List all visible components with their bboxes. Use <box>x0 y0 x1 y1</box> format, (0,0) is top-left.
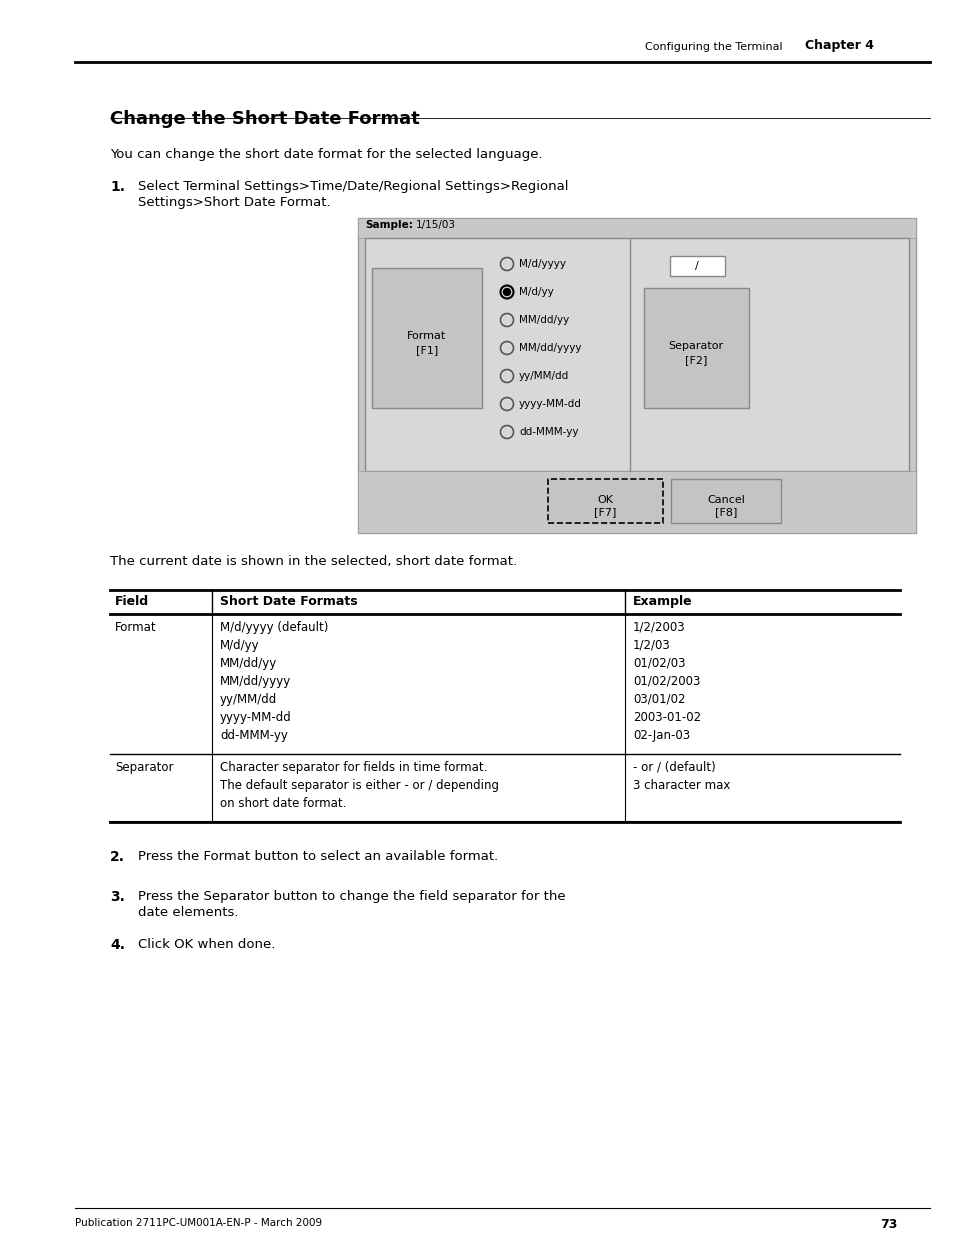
Text: 1/15/03: 1/15/03 <box>416 220 456 230</box>
Text: [F8]: [F8] <box>714 508 737 517</box>
Text: Press the Format button to select an available format.: Press the Format button to select an ava… <box>138 850 497 863</box>
Text: yy/MM/dd: yy/MM/dd <box>518 370 569 382</box>
Text: Format: Format <box>115 621 156 634</box>
FancyBboxPatch shape <box>547 479 662 522</box>
Text: /: / <box>695 261 699 270</box>
Text: OK: OK <box>597 495 613 505</box>
FancyBboxPatch shape <box>357 219 915 534</box>
Circle shape <box>503 289 510 295</box>
Text: MM/dd/yyyy: MM/dd/yyyy <box>518 343 581 353</box>
Text: Configuring the Terminal: Configuring the Terminal <box>644 42 781 52</box>
Text: [F1]: [F1] <box>416 345 437 354</box>
Text: You can change the short date format for the selected language.: You can change the short date format for… <box>110 148 542 161</box>
Text: - or / (default)
3 character max: - or / (default) 3 character max <box>633 761 730 792</box>
Text: 1.: 1. <box>110 180 125 194</box>
Text: Sample:: Sample: <box>365 220 413 230</box>
Text: Format: Format <box>407 331 446 341</box>
FancyBboxPatch shape <box>643 288 748 408</box>
Text: Settings>Short Date Format.: Settings>Short Date Format. <box>138 196 331 209</box>
Text: [F2]: [F2] <box>684 354 706 366</box>
Text: Change the Short Date Format: Change the Short Date Format <box>110 110 419 128</box>
Text: The current date is shown in the selected, short date format.: The current date is shown in the selecte… <box>110 555 517 568</box>
Text: M/d/yy: M/d/yy <box>518 287 553 296</box>
Text: Field: Field <box>115 595 149 608</box>
FancyBboxPatch shape <box>365 238 908 471</box>
FancyBboxPatch shape <box>357 219 915 238</box>
Text: 73: 73 <box>879 1218 897 1231</box>
Text: 4.: 4. <box>110 939 125 952</box>
Text: Character separator for fields in time format.
The default separator is either -: Character separator for fields in time f… <box>220 761 498 810</box>
Text: Select Terminal Settings>Time/Date/Regional Settings>Regional: Select Terminal Settings>Time/Date/Regio… <box>138 180 568 193</box>
Text: Cancel: Cancel <box>706 495 744 505</box>
Text: 2.: 2. <box>110 850 125 864</box>
Text: M/d/yyyy (default)
M/d/yy
MM/dd/yy
MM/dd/yyyy
yy/MM/dd
yyyy-MM-dd
dd-MMM-yy: M/d/yyyy (default) M/d/yy MM/dd/yy MM/dd… <box>220 621 328 742</box>
Text: Separator: Separator <box>115 761 173 774</box>
Text: Example: Example <box>633 595 692 608</box>
Text: Press the Separator button to change the field separator for the: Press the Separator button to change the… <box>138 890 565 903</box>
Text: Click OK when done.: Click OK when done. <box>138 939 275 951</box>
FancyBboxPatch shape <box>357 471 915 534</box>
Text: M/d/yyyy: M/d/yyyy <box>518 259 565 269</box>
Text: Separator: Separator <box>668 341 722 351</box>
FancyBboxPatch shape <box>372 268 481 408</box>
Text: Short Date Formats: Short Date Formats <box>220 595 357 608</box>
Text: dd-MMM-yy: dd-MMM-yy <box>518 427 578 437</box>
FancyBboxPatch shape <box>669 256 724 275</box>
Text: yyyy-MM-dd: yyyy-MM-dd <box>518 399 581 409</box>
FancyBboxPatch shape <box>670 479 781 522</box>
Text: MM/dd/yy: MM/dd/yy <box>518 315 569 325</box>
Text: date elements.: date elements. <box>138 906 238 919</box>
Text: [F7]: [F7] <box>593 508 616 517</box>
Text: Publication 2711PC-UM001A-EN-P - March 2009: Publication 2711PC-UM001A-EN-P - March 2… <box>75 1218 322 1228</box>
Text: 3.: 3. <box>110 890 125 904</box>
Text: 1/2/2003
1/2/03
01/02/03
01/02/2003
03/01/02
2003-01-02
02-Jan-03: 1/2/2003 1/2/03 01/02/03 01/02/2003 03/0… <box>633 621 700 742</box>
Text: Chapter 4: Chapter 4 <box>804 40 873 52</box>
